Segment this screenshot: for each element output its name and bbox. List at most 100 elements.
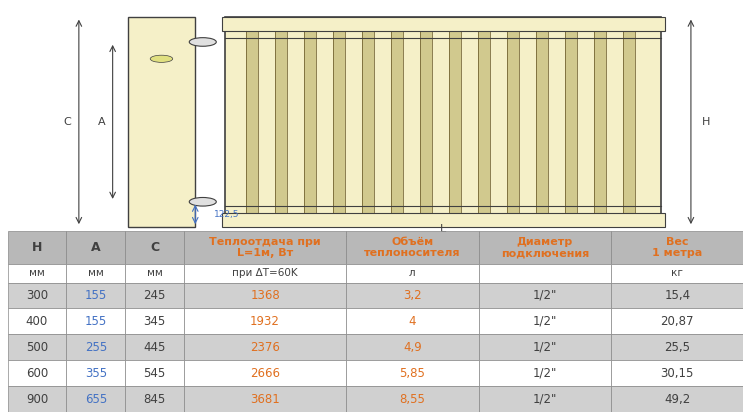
Bar bbox=[478, 334, 611, 360]
Bar bbox=[611, 360, 743, 386]
Text: 845: 845 bbox=[143, 393, 166, 405]
Text: 8,55: 8,55 bbox=[400, 393, 425, 405]
Text: C: C bbox=[150, 241, 159, 254]
Bar bbox=[611, 334, 743, 360]
Bar bbox=[125, 265, 184, 283]
Text: мм: мм bbox=[29, 269, 45, 279]
Text: 1/2": 1/2" bbox=[532, 393, 557, 405]
Text: 655: 655 bbox=[85, 393, 107, 405]
Bar bbox=[8, 231, 66, 265]
Bar bbox=[303, 26, 316, 218]
Bar bbox=[478, 283, 611, 309]
Bar bbox=[184, 386, 346, 412]
Bar bbox=[611, 283, 743, 309]
Bar bbox=[184, 334, 346, 360]
Text: 900: 900 bbox=[26, 393, 48, 405]
Text: 3681: 3681 bbox=[250, 393, 280, 405]
Circle shape bbox=[150, 55, 173, 62]
Bar bbox=[346, 309, 478, 334]
Bar bbox=[184, 265, 346, 283]
Bar bbox=[246, 26, 258, 218]
Text: 105: 105 bbox=[217, 244, 233, 253]
Text: 1/2": 1/2" bbox=[532, 315, 557, 328]
Bar bbox=[66, 231, 125, 265]
Bar bbox=[391, 26, 403, 218]
Text: 155: 155 bbox=[85, 315, 107, 328]
Bar bbox=[275, 26, 287, 218]
Text: C: C bbox=[64, 117, 71, 127]
Bar bbox=[623, 26, 635, 218]
Bar bbox=[225, 17, 661, 227]
Text: H: H bbox=[32, 241, 42, 254]
Bar bbox=[478, 386, 611, 412]
Bar bbox=[565, 26, 578, 218]
Text: Вес
1 метра: Вес 1 метра bbox=[652, 237, 702, 258]
Text: кг: кг bbox=[671, 269, 683, 279]
Bar bbox=[66, 265, 125, 283]
Text: 545: 545 bbox=[143, 367, 166, 379]
Text: 300: 300 bbox=[26, 289, 48, 302]
Text: Объём
теплоносителя: Объём теплоносителя bbox=[364, 237, 460, 258]
Text: 600: 600 bbox=[26, 367, 48, 379]
Text: 445: 445 bbox=[143, 341, 166, 354]
Bar bbox=[478, 360, 611, 386]
Bar bbox=[449, 26, 461, 218]
Bar bbox=[611, 386, 743, 412]
Bar bbox=[222, 17, 665, 31]
Bar bbox=[594, 26, 606, 218]
Bar bbox=[125, 283, 184, 309]
Text: 30,15: 30,15 bbox=[661, 367, 694, 379]
Bar bbox=[8, 360, 66, 386]
Bar bbox=[623, 26, 635, 218]
Bar bbox=[333, 26, 345, 218]
Text: 1368: 1368 bbox=[250, 289, 280, 302]
Bar bbox=[66, 283, 125, 309]
Text: 255: 255 bbox=[85, 341, 107, 354]
Text: 4,9: 4,9 bbox=[403, 341, 421, 354]
Text: 25,5: 25,5 bbox=[664, 341, 690, 354]
Bar bbox=[8, 309, 66, 334]
Bar bbox=[128, 17, 195, 227]
Bar bbox=[478, 26, 490, 218]
Bar bbox=[125, 231, 184, 265]
Bar bbox=[611, 309, 743, 334]
Bar bbox=[611, 231, 743, 265]
Bar bbox=[346, 386, 478, 412]
Text: 355: 355 bbox=[85, 367, 107, 379]
Bar bbox=[184, 360, 346, 386]
Bar bbox=[611, 265, 743, 283]
Bar bbox=[8, 334, 66, 360]
Text: 245: 245 bbox=[143, 289, 166, 302]
Text: мм: мм bbox=[88, 269, 104, 279]
Text: 49,2: 49,2 bbox=[664, 393, 690, 405]
Bar bbox=[66, 360, 125, 386]
Bar bbox=[536, 26, 548, 218]
Circle shape bbox=[189, 197, 216, 206]
Bar bbox=[391, 26, 403, 218]
Text: 1932: 1932 bbox=[250, 315, 280, 328]
Bar bbox=[125, 386, 184, 412]
Text: при ΔT=60K: при ΔT=60K bbox=[232, 269, 298, 279]
Bar bbox=[565, 26, 578, 218]
Bar bbox=[222, 213, 665, 227]
Bar bbox=[346, 265, 478, 283]
Bar bbox=[125, 309, 184, 334]
Bar bbox=[507, 26, 519, 218]
Bar bbox=[333, 26, 345, 218]
Text: 400: 400 bbox=[26, 315, 48, 328]
Text: 5,85: 5,85 bbox=[400, 367, 425, 379]
Bar bbox=[478, 26, 490, 218]
Bar bbox=[346, 231, 478, 265]
Text: A: A bbox=[91, 241, 101, 254]
Bar bbox=[8, 265, 66, 283]
Bar bbox=[507, 26, 519, 218]
Text: 1/2": 1/2" bbox=[532, 289, 557, 302]
Bar bbox=[420, 26, 432, 218]
Bar bbox=[362, 26, 374, 218]
Circle shape bbox=[189, 37, 216, 46]
Text: 1/2": 1/2" bbox=[532, 367, 557, 379]
Text: л: л bbox=[409, 269, 415, 279]
Bar bbox=[246, 26, 258, 218]
Bar bbox=[449, 26, 461, 218]
Text: L: L bbox=[440, 224, 446, 234]
